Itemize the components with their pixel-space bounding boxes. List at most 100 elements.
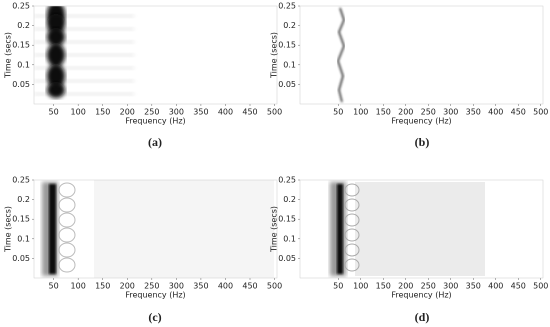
y-tick-label: 0.25 [278, 2, 296, 11]
texture [34, 92, 134, 96]
y-tick-label: 0.05 [278, 80, 296, 89]
x-tick-label: 350 [193, 282, 208, 291]
plot-texture [330, 182, 485, 276]
x-tick-label: 250 [421, 282, 436, 291]
y-tick-label: 0.2 [17, 195, 30, 204]
y-axis-label: Time (secs) [4, 32, 13, 79]
y-tick-label: 0.05 [278, 254, 296, 263]
texture [34, 53, 134, 57]
plot-texture [337, 7, 345, 103]
texture [344, 228, 360, 242]
y-tick-label: 0.1 [283, 60, 296, 69]
x-axis-label: Frequency (Hz) [125, 291, 185, 300]
texture [344, 183, 360, 197]
x-axis-label: Frequency (Hz) [391, 291, 451, 300]
texture [58, 257, 76, 273]
caption: (a) [148, 135, 162, 149]
x-tick-label: 150 [376, 282, 391, 291]
texture [47, 43, 65, 67]
y-tick-label: 0.2 [283, 21, 296, 30]
y-tick-label: 0.1 [283, 234, 296, 243]
x-tick-label: 200 [398, 108, 413, 117]
texture [337, 184, 343, 274]
x-tick-label: 300 [169, 108, 184, 117]
texture [47, 14, 65, 34]
x-tick-label: 300 [169, 282, 184, 291]
texture [94, 180, 274, 278]
x-tick-label: 300 [443, 282, 458, 291]
x-tick-label: 250 [421, 108, 436, 117]
x-tick-label: 200 [120, 282, 135, 291]
texture [355, 182, 485, 276]
texture [47, 28, 65, 46]
y-tick-label: 0.15 [278, 41, 296, 50]
texture [344, 198, 360, 212]
plot-frame [33, 5, 278, 105]
y-axis-label: Time (secs) [270, 206, 279, 253]
x-tick-label: 500 [267, 108, 282, 117]
x-tick-label: 500 [533, 282, 548, 291]
plot-frame [299, 179, 544, 279]
texture [344, 243, 360, 257]
x-tick-label: 500 [267, 282, 282, 291]
texture [47, 82, 65, 98]
x-tick-label: 150 [95, 108, 110, 117]
y-tick-label: 0.05 [12, 254, 30, 263]
x-tick-label: 200 [120, 108, 135, 117]
y-tick-label: 0.05 [12, 80, 30, 89]
texture [34, 66, 134, 70]
y-tick-label: 0.1 [17, 60, 30, 69]
x-tick-label: 350 [193, 108, 208, 117]
texture [49, 184, 56, 274]
x-axis-label: Frequency (Hz) [125, 117, 185, 126]
plot-frame [299, 5, 544, 105]
y-axis-label: Time (secs) [270, 32, 279, 79]
x-tick-label: 400 [488, 108, 503, 117]
x-tick-label: 100 [353, 282, 368, 291]
caption: (b) [415, 135, 430, 149]
x-tick-label: 150 [95, 282, 110, 291]
y-tick-label: 0.15 [12, 41, 30, 50]
y-tick-label: 0.15 [12, 215, 30, 224]
x-tick-label: 400 [218, 282, 233, 291]
x-tick-label: 100 [71, 108, 86, 117]
texture [34, 79, 134, 83]
y-tick-label: 0.2 [17, 21, 30, 30]
x-tick-label: 500 [533, 108, 548, 117]
x-tick-label: 200 [398, 282, 413, 291]
x-tick-label: 350 [466, 282, 481, 291]
x-tick-label: 150 [376, 108, 391, 117]
x-tick-label: 400 [218, 108, 233, 117]
caption: (c) [148, 310, 161, 324]
x-tick-label: 100 [71, 282, 86, 291]
texture [34, 40, 134, 44]
x-tick-label: 450 [242, 108, 257, 117]
plot-texture [42, 180, 274, 278]
y-tick-label: 0.25 [12, 176, 30, 185]
caption: (d) [415, 310, 430, 324]
texture [344, 258, 360, 272]
x-tick-label: 50 [333, 282, 343, 291]
x-tick-label: 300 [443, 108, 458, 117]
texture [58, 197, 76, 213]
x-tick-label: 50 [333, 108, 343, 117]
y-tick-label: 0.25 [12, 2, 30, 11]
x-axis-label: Frequency (Hz) [391, 117, 451, 126]
y-tick-label: 0.2 [283, 195, 296, 204]
texture [337, 7, 345, 103]
x-tick-label: 450 [511, 108, 526, 117]
x-tick-label: 50 [49, 108, 59, 117]
texture [58, 227, 76, 243]
texture [34, 27, 134, 31]
x-tick-label: 250 [144, 282, 159, 291]
plot-texture [34, 6, 134, 98]
x-tick-label: 50 [49, 282, 59, 291]
y-axis-label: Time (secs) [4, 206, 13, 253]
x-tick-label: 400 [488, 282, 503, 291]
texture [58, 182, 76, 198]
y-tick-label: 0.25 [278, 176, 296, 185]
texture [47, 64, 65, 88]
texture [58, 242, 76, 258]
